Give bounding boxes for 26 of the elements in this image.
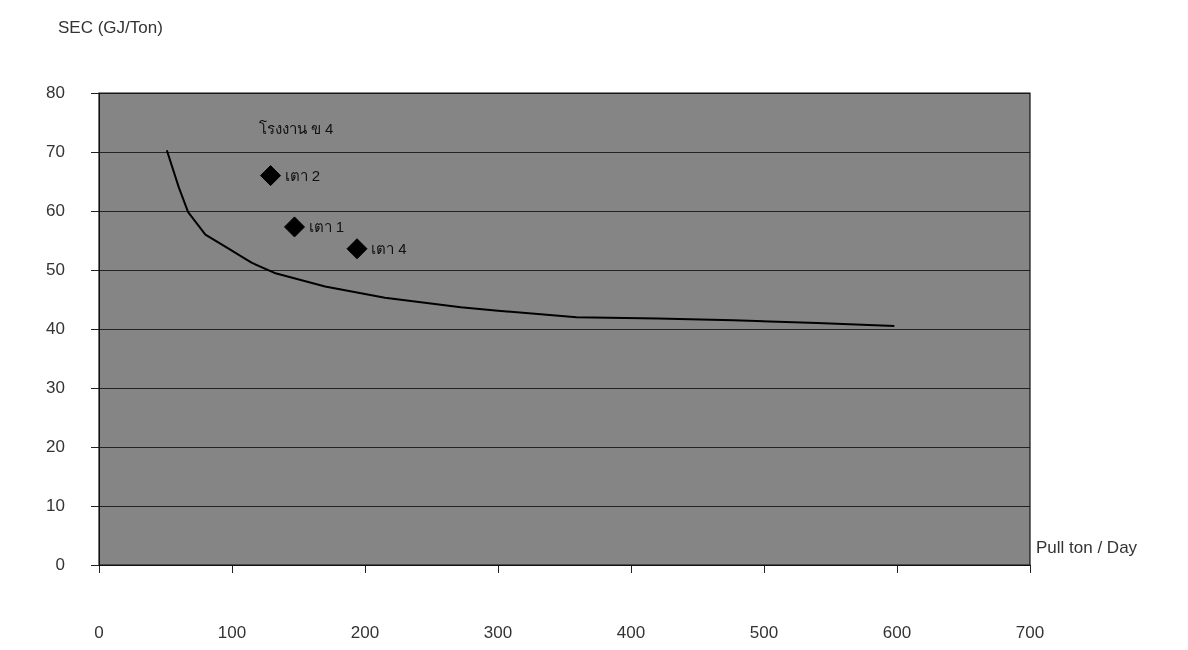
- x-tick-label: 0: [94, 622, 104, 642]
- y-axis-title: SEC (GJ/Ton): [58, 17, 163, 37]
- y-tick-label: 60: [46, 200, 65, 220]
- y-tick-label: 70: [46, 141, 65, 161]
- x-tick-label: 200: [350, 622, 380, 642]
- y-tick-label: 40: [46, 318, 65, 338]
- x-tick-label: 700: [1015, 622, 1045, 642]
- series-label: เตา 2: [284, 166, 321, 184]
- series-label: เตา 4: [371, 239, 407, 257]
- y-tick-label: 20: [46, 436, 65, 456]
- y-tick-label: 30: [46, 377, 65, 397]
- annotation: โรงงาน ข 4: [258, 119, 334, 137]
- point: [346, 238, 368, 260]
- y-tick-label: 10: [46, 495, 65, 515]
- x-tick-label: 600: [882, 622, 912, 642]
- y-tick-label: 80: [46, 82, 65, 102]
- point: [284, 216, 306, 238]
- x-tick-label: 400: [616, 622, 646, 642]
- x-tick-label: 500: [749, 622, 779, 642]
- series-label: เตา 1: [308, 218, 345, 236]
- x-axis-title: Pull ton / Day: [1036, 537, 1138, 557]
- y-tick-label: 50: [46, 259, 65, 279]
- y-tick-label: 0: [55, 554, 65, 574]
- x-tick-label: 100: [217, 622, 247, 642]
- x-tick-label: 300: [483, 622, 513, 642]
- point: [260, 165, 282, 187]
